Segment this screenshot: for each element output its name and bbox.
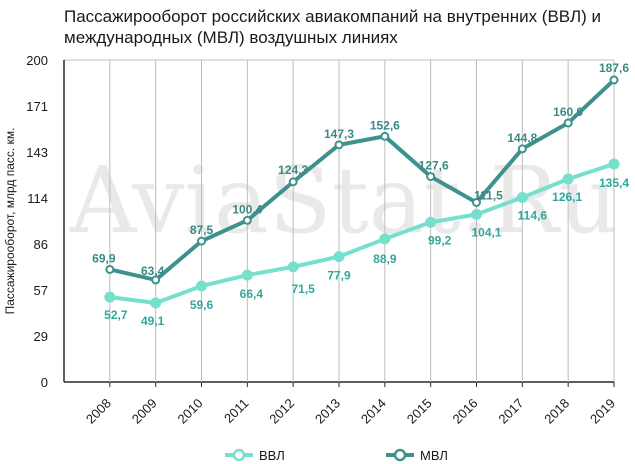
data-label: 126,1 <box>552 190 582 204</box>
x-tick-label: 2010 <box>175 396 206 427</box>
y-tick-label: 0 <box>41 375 48 390</box>
series-line <box>109 78 616 282</box>
data-label: 114,6 <box>518 208 548 222</box>
data-label: 69,9 <box>92 251 116 265</box>
data-label: 71,5 <box>291 282 315 296</box>
x-tick-label: 2013 <box>312 396 343 427</box>
data-label: 66,4 <box>240 287 264 301</box>
data-label: 52,7 <box>104 308 128 322</box>
y-tick-label: 114 <box>27 191 48 206</box>
data-label: 88,9 <box>373 252 397 266</box>
legend-swatch-marker <box>232 448 246 462</box>
data-point <box>563 118 573 128</box>
data-label: 135,4 <box>599 176 629 190</box>
data-label: 87,5 <box>190 223 214 237</box>
data-label: 77,9 <box>327 269 351 283</box>
data-point <box>287 261 299 273</box>
y-tick-label: 29 <box>34 329 48 344</box>
x-tick-label: 2017 <box>495 396 526 427</box>
data-point <box>104 291 116 303</box>
data-label: 124,3 <box>278 163 308 177</box>
data-point <box>380 131 390 141</box>
y-tick-label: 171 <box>26 99 48 114</box>
data-point <box>609 75 619 85</box>
data-label: 127,6 <box>419 159 449 173</box>
legend-label: ВВЛ <box>259 448 285 463</box>
y-tick-label: 86 <box>34 237 48 252</box>
data-label: 147,3 <box>324 127 354 141</box>
data-point <box>196 280 207 292</box>
y-tick-label: 200 <box>26 53 48 68</box>
x-tick-label: 2008 <box>83 396 114 427</box>
data-point <box>334 140 344 150</box>
data-point <box>471 208 482 220</box>
data-point <box>472 197 481 207</box>
y-tick-label: 57 <box>34 283 48 298</box>
data-label: 152,6 <box>370 118 400 132</box>
data-label: 187,6 <box>599 61 629 75</box>
chart-title: Пассажирооборот российских авиакомпаний … <box>64 7 601 47</box>
data-point <box>425 216 437 228</box>
data-point <box>379 233 391 245</box>
data-point <box>333 251 345 263</box>
data-label: 111,5 <box>474 188 503 202</box>
x-tick-label: 2016 <box>450 396 481 427</box>
data-label: 99,2 <box>428 233 452 247</box>
series-line <box>109 162 615 305</box>
data-point <box>516 191 528 203</box>
x-tick-label: 2019 <box>587 396 618 427</box>
legend-label: МВЛ <box>420 448 448 463</box>
data-point <box>241 269 253 281</box>
data-point <box>242 215 252 225</box>
data-label: 100,4 <box>232 202 262 216</box>
watermark: AviaStat.Ru <box>69 147 619 254</box>
data-label: 160,9 <box>553 105 583 119</box>
data-label: 49,1 <box>141 314 165 328</box>
x-tick-label: 2014 <box>358 396 389 427</box>
data-point <box>517 144 527 154</box>
y-axis-title: Пассажирооборот, млрд пасс. км. <box>3 128 17 315</box>
data-point <box>151 275 161 285</box>
x-tick-label: 2018 <box>541 396 572 427</box>
data-point <box>426 172 436 182</box>
y-tick-label: 143 <box>26 145 48 160</box>
legend-swatch-marker <box>393 448 407 462</box>
data-point <box>197 236 206 246</box>
x-tick-label: 2012 <box>266 396 297 427</box>
data-point <box>105 264 115 274</box>
x-tick-label: 2011 <box>221 396 251 426</box>
data-point <box>288 177 298 187</box>
x-tick-label: 2009 <box>129 396 160 427</box>
data-label: 63,4 <box>141 264 165 278</box>
x-tick-label: 2015 <box>404 396 435 427</box>
data-label: 144,8 <box>507 131 537 145</box>
data-label: 104,1 <box>471 225 501 239</box>
data-point <box>150 297 162 309</box>
data-point <box>562 173 574 185</box>
data-point <box>608 158 620 170</box>
data-label: 59,6 <box>190 298 214 312</box>
